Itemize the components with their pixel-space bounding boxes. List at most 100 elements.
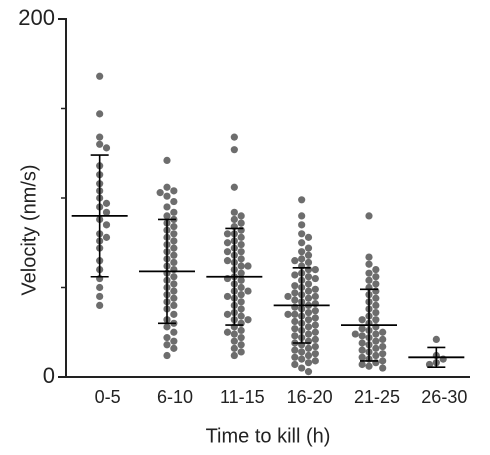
data-point: [311, 314, 319, 322]
data-point: [311, 292, 319, 301]
data-point: [230, 146, 238, 154]
data-point: [291, 282, 299, 290]
data-point: [170, 310, 178, 318]
data-point: [170, 187, 178, 195]
data-point: [163, 203, 171, 211]
data-point: [291, 360, 299, 369]
data-point: [358, 339, 366, 347]
data-point: [223, 328, 232, 336]
data-point: [230, 133, 238, 141]
data-point: [304, 287, 313, 295]
data-point: [379, 328, 387, 336]
data-point: [291, 332, 299, 340]
data-point: [163, 212, 171, 220]
data-point: [365, 212, 373, 220]
data-point: [223, 292, 232, 301]
data-point: [96, 140, 104, 148]
data-point: [291, 346, 299, 354]
data-point: [304, 359, 313, 367]
data-point: [96, 133, 104, 141]
data-point: [230, 337, 238, 345]
data-point: [170, 294, 178, 302]
data-point: [244, 262, 252, 270]
data-point: [298, 212, 306, 220]
x-tick-label: 0-5: [95, 387, 121, 407]
data-point: [304, 258, 313, 267]
x-tick-label: 26-30: [421, 387, 467, 407]
data-point: [170, 208, 178, 216]
data-point: [372, 344, 380, 352]
data-point: [365, 269, 373, 277]
data-point: [237, 219, 245, 227]
data-point: [230, 351, 238, 360]
data-point: [372, 273, 380, 281]
data-point: [237, 212, 245, 220]
data-point: [102, 208, 111, 216]
data-point: [311, 285, 319, 293]
data-point: [358, 332, 366, 340]
data-point: [170, 273, 178, 281]
data-point: [230, 215, 238, 224]
data-point: [311, 335, 319, 344]
data-point: [223, 310, 232, 318]
data-point: [170, 258, 178, 267]
data-point: [432, 335, 440, 344]
data-point: [311, 266, 319, 274]
data-point: [304, 251, 313, 259]
data-point: [237, 248, 245, 256]
data-point: [304, 273, 313, 281]
data-point: [223, 257, 232, 265]
data-point: [170, 280, 178, 288]
data-point: [304, 244, 313, 252]
data-point: [170, 244, 178, 252]
data-point: [96, 301, 104, 309]
data-point: [237, 312, 245, 320]
data-point: [298, 248, 306, 256]
data-point: [237, 276, 245, 284]
data-point: [102, 144, 111, 152]
data-point: [237, 348, 245, 356]
data-point: [96, 110, 104, 118]
data-point: [311, 350, 319, 358]
data-point: [223, 230, 232, 238]
data-point: [358, 346, 366, 354]
data-point: [298, 364, 306, 372]
x-tick-label: 6-10: [157, 387, 193, 407]
x-tick-label: 11-15: [220, 387, 265, 407]
data-point: [372, 330, 380, 338]
data-point: [298, 239, 306, 247]
data-point: [291, 317, 299, 326]
data-point: [304, 294, 313, 302]
data-point: [163, 192, 171, 200]
data-point: [372, 280, 380, 288]
data-point: [379, 335, 387, 344]
data-point: [163, 323, 171, 331]
data-point: [304, 308, 313, 317]
data-point: [230, 344, 238, 352]
data-point: [291, 289, 299, 297]
data-point: [163, 156, 171, 165]
data-point: [298, 255, 306, 263]
data-point: [237, 334, 245, 342]
data-point: [358, 316, 366, 324]
data-point: [304, 233, 313, 241]
data-point: [298, 348, 306, 356]
data-point: [372, 301, 380, 309]
data-point: [230, 330, 238, 338]
data-point: [284, 310, 292, 318]
data-point: [304, 323, 313, 331]
data-point: [230, 208, 238, 216]
data-point: [291, 296, 299, 304]
data-point: [223, 248, 232, 256]
data-point: [102, 233, 111, 241]
data-point: [379, 342, 387, 351]
data-point: [311, 342, 319, 351]
data-point: [304, 344, 313, 352]
data-point: [170, 251, 178, 259]
data-point: [156, 189, 164, 197]
data-point: [291, 310, 299, 318]
data-point: [304, 330, 313, 338]
data-point: [372, 266, 380, 274]
data-point: [425, 360, 434, 369]
data-point: [230, 183, 238, 191]
